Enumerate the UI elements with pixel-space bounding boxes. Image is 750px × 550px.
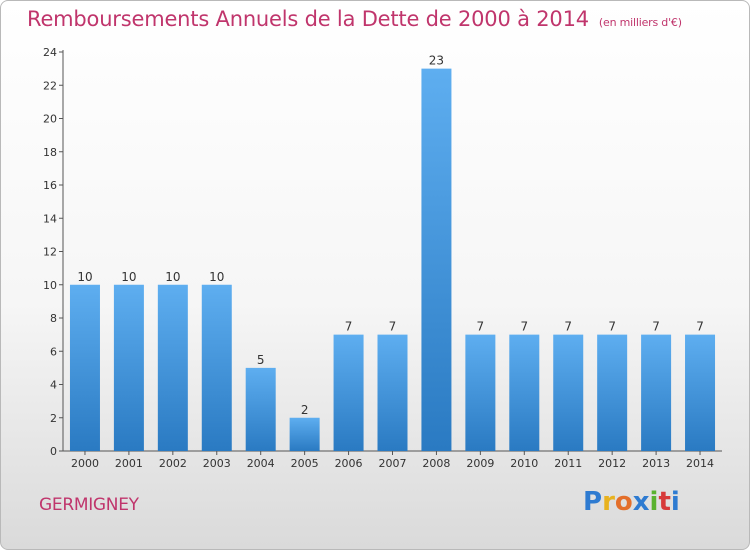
bar [597,334,628,451]
bar-value-label: 7 [520,320,528,334]
y-tick-label: 0 [50,445,57,458]
x-tick-label: 2007 [379,457,407,470]
bar [377,334,408,451]
bar-value-label: 5 [257,353,265,367]
y-tick-label: 16 [43,179,57,192]
y-tick-label: 18 [43,146,57,159]
bar [289,417,320,451]
commune-name: GERMIGNEY [39,495,139,515]
y-tick-label: 22 [43,79,57,92]
y-tick-label: 2 [50,412,57,425]
bar [421,68,452,451]
x-tick-label: 2009 [466,457,494,470]
bar [113,284,144,451]
x-tick-label: 2003 [203,457,231,470]
logo-letter: x [632,487,650,517]
y-tick-label: 12 [43,246,57,259]
bar-value-label: 10 [121,270,136,284]
logo-letter: t [658,487,671,517]
x-tick-label: 2010 [510,457,538,470]
logo-letter: o [614,487,633,517]
logo-letter: P [583,487,603,517]
x-tick-label: 2004 [247,457,275,470]
chart-title: Remboursements Annuels de la Dette de 20… [27,7,682,31]
x-tick-label: 2002 [159,457,187,470]
logo-letter: i [670,487,680,517]
bar-value-label: 23 [429,54,444,68]
bar-value-label: 7 [345,320,353,334]
bar [201,284,232,451]
y-tick-label: 6 [50,345,57,358]
x-tick-label: 2006 [335,457,363,470]
bar-value-label: 10 [77,270,92,284]
x-tick-label: 2000 [71,457,99,470]
y-tick-label: 20 [43,113,57,126]
bar [157,284,188,451]
bar-value-label: 2 [301,403,309,417]
bar [465,334,496,451]
y-tick-label: 4 [50,379,57,392]
chart-title-text: Remboursements Annuels de la Dette de 20… [27,7,589,31]
y-tick-label: 24 [43,46,57,59]
bar [641,334,672,451]
bar-value-label: 7 [564,320,572,334]
x-tick-label: 2008 [422,457,450,470]
x-tick-label: 2013 [642,457,670,470]
bar-value-label: 10 [209,270,224,284]
y-tick-label: 8 [50,312,57,325]
bar-value-label: 10 [165,270,180,284]
bar [509,334,540,451]
bar-value-label: 7 [608,320,616,334]
y-tick-label: 10 [43,279,57,292]
y-tick-label: 14 [43,212,57,225]
bar-value-label: 7 [389,320,397,334]
proxiti-logo: Proxiti [583,487,680,517]
bar [69,284,100,451]
x-tick-label: 2012 [598,457,626,470]
chart-subtitle: (en milliers d'€) [598,16,682,29]
logo-letter: r [602,487,615,517]
bar-value-label: 7 [696,320,704,334]
logo-letter: i [649,487,659,517]
x-tick-label: 2014 [686,457,714,470]
bar [685,334,716,451]
x-tick-label: 2005 [291,457,319,470]
bar-value-label: 7 [652,320,660,334]
bar-value-label: 7 [477,320,485,334]
bar [245,367,276,451]
bar [333,334,364,451]
bar [553,334,584,451]
x-tick-label: 2011 [554,457,582,470]
x-tick-label: 2001 [115,457,143,470]
